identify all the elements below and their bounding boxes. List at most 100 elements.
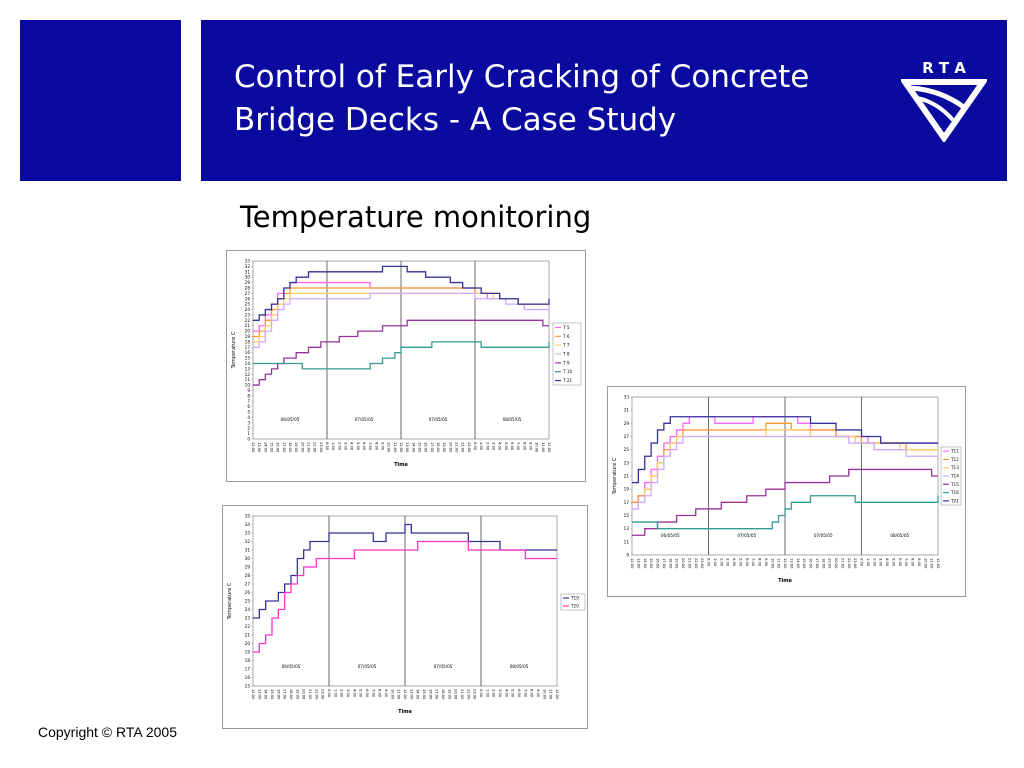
x-tick-label: 14:00 [263,442,267,453]
y-tick-label: 17 [245,667,251,672]
x-tick-label: 23:00 [473,689,477,700]
day-label: 07/05/05 [434,664,453,669]
x-tick-label: 15:00 [649,558,653,569]
x-tick-label: 7:00 [904,558,908,567]
y-tick-label: 24 [245,607,251,612]
x-tick-label: 15:00 [422,689,426,700]
x-tick-label: 18:00 [668,558,672,569]
x-tick-label: 1:00 [333,689,337,698]
x-tick-label: 1:00 [331,442,335,451]
series-line-t20 [253,540,557,653]
y-tick-label: 31 [245,269,251,274]
copyright-footer: Copyright © RTA 2005 [38,724,177,740]
slide-title-line2: Bridge Decks - A Case Study [234,102,677,138]
x-tick-label: 12:00 [547,442,551,453]
legend-label: T11 [950,449,959,454]
x-tick-label: 9:00 [536,689,540,698]
legend-label: T16 [950,490,959,495]
y-tick-label: 13 [245,366,251,371]
y-tick-label: 25 [624,447,630,452]
y-tick-label: 15 [245,356,251,361]
x-tick-label: 6:00 [510,442,514,451]
y-tick-label: 33 [245,531,251,536]
series-line-t9 [253,319,549,386]
day-label: 08/05/05 [890,533,909,538]
y-tick-label: 21 [624,474,630,479]
x-tick-label: 17:00 [662,558,666,569]
y-axis-label: Temperature C [227,582,233,620]
y-tick-label: 18 [245,658,251,663]
y-tick-label: 21 [245,633,251,638]
x-tick-label: 12:00 [251,442,255,453]
x-tick-label: 3:00 [498,689,502,698]
x-tick-label: 22:00 [461,442,465,453]
x-tick-label: 9:00 [384,689,388,698]
day-label: 06/05/05 [281,417,300,422]
y-tick-label: 29 [245,565,251,570]
x-tick-label: 0:00 [473,442,477,451]
legend-label: T15 [950,482,959,487]
x-tick-label: 6:00 [362,442,366,451]
x-tick-label: 7:00 [368,442,372,451]
x-tick-label: 15:00 [270,689,274,700]
x-tick-label: 17:00 [283,689,287,700]
x-tick-label: 11:00 [549,689,553,700]
y-tick-label: 33 [245,259,251,264]
x-tick-label: 14:00 [411,442,415,453]
legend-label: T 7 [562,343,570,348]
x-tick-label: 5:00 [359,689,363,698]
x-tick-label: 10:00 [390,689,394,700]
x-tick-label: 19:00 [442,442,446,453]
x-tick-label: 14:00 [796,558,800,569]
x-tick-label: 12:00 [251,689,255,700]
x-tick-label: 10:00 [770,558,774,569]
x-tick-label: 6:00 [898,558,902,567]
series-line-t14 [632,435,938,510]
x-tick-label: 19:00 [675,558,679,569]
x-tick-label: 2:00 [492,689,496,698]
x-tick-label: 5:00 [504,442,508,451]
y-tick-label: 35 [245,514,251,519]
x-tick-label: 17:00 [282,442,286,453]
x-tick-label: 16:00 [424,442,428,453]
x-tick-label: 23:00 [319,442,323,453]
x-tick-label: 12:00 [936,558,940,569]
y-tick-label: 17 [624,500,630,505]
y-tick-label: 23 [624,460,630,465]
legend-label: T19 [570,596,579,601]
x-tick-label: 17:00 [815,558,819,569]
x-tick-label: 22:00 [466,689,470,700]
x-tick-label: 11:00 [393,442,397,453]
x-tick-label: 20:00 [302,689,306,700]
x-tick-label: 3:00 [346,689,350,698]
x-tick-label: 23:00 [321,689,325,700]
x-tick-label: 4:00 [498,442,502,451]
x-tick-label: 9:00 [529,442,533,451]
x-tick-label: 21:00 [460,689,464,700]
series-line-t15 [632,468,938,536]
y-tick-label: 31 [624,408,630,413]
x-tick-label: 2:00 [719,558,723,567]
x-tick-label: 7:00 [523,689,527,698]
legend-label: T 9 [562,360,570,365]
header-accent-block [20,20,181,181]
chart-1-svg: 0123456789101112131415161718192021222324… [231,259,582,468]
y-tick-label: 16 [245,675,251,680]
y-tick-label: 9 [247,388,250,393]
legend-label: T 8 [562,352,570,357]
x-tick-label: 9:00 [381,442,385,451]
x-tick-label: 8:00 [378,689,382,698]
x-tick-label: 19:00 [447,689,451,700]
y-tick-label: 5 [247,410,250,415]
x-tick-label: 13:00 [257,689,261,700]
y-tick-label: 23 [245,312,251,317]
x-tick-label: 1:00 [485,689,489,698]
x-tick-label: 13:00 [636,558,640,569]
chart-3: 15 16 17 18 19 20 21 22 23 24 25 26 27 28 29 30 31 32 33 34… [222,505,588,729]
x-tick-label: 1:00 [479,442,483,451]
chart-3-svg: 15 16 17 18 19 20 21 22 23 24 25 26 27 28 29 30 31 32 33 34… [227,514,586,715]
y-tick-label: 16 [245,350,251,355]
y-tick-label: 18 [245,339,251,344]
x-tick-label: 16:00 [656,558,660,569]
